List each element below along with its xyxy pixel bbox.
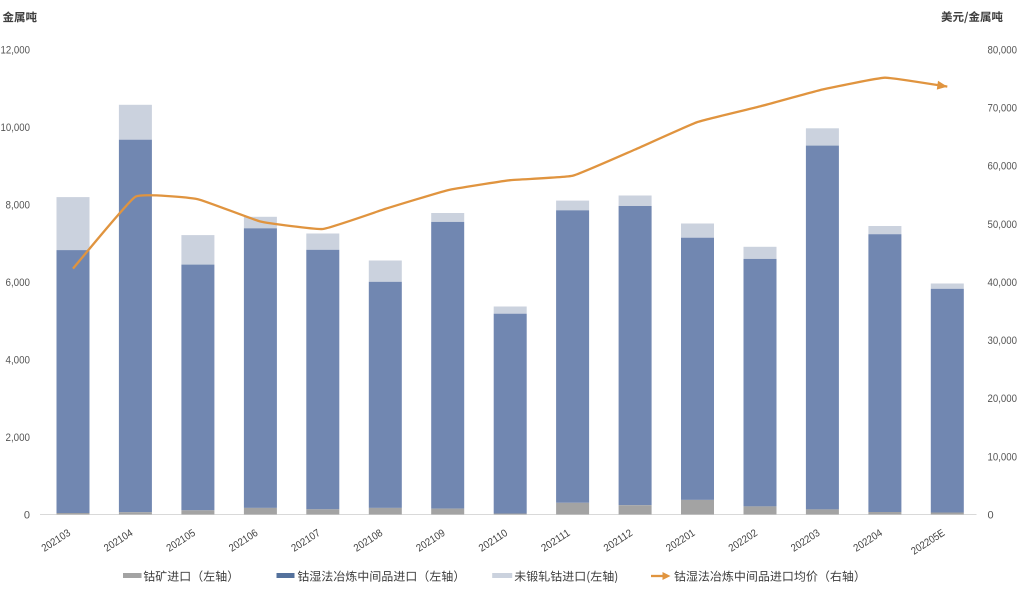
svg-text:4,000: 4,000 xyxy=(6,354,31,366)
svg-text:2,000: 2,000 xyxy=(6,432,31,444)
svg-text:60,000: 60,000 xyxy=(988,161,1018,173)
svg-text:0: 0 xyxy=(24,509,30,521)
svg-text:6,000: 6,000 xyxy=(6,277,31,289)
svg-text:50,000: 50,000 xyxy=(988,219,1018,231)
svg-text:12,000: 12,000 xyxy=(1,44,31,56)
svg-text:10,000: 10,000 xyxy=(988,451,1018,463)
svg-text:10,000: 10,000 xyxy=(1,122,31,134)
svg-text:40,000: 40,000 xyxy=(988,277,1018,289)
svg-text:0: 0 xyxy=(988,509,994,521)
svg-text:80,000: 80,000 xyxy=(988,44,1018,56)
svg-text:8,000: 8,000 xyxy=(6,199,31,211)
svg-text:30,000: 30,000 xyxy=(988,335,1018,347)
svg-text:70,000: 70,000 xyxy=(988,103,1018,115)
svg-text:20,000: 20,000 xyxy=(988,393,1018,405)
